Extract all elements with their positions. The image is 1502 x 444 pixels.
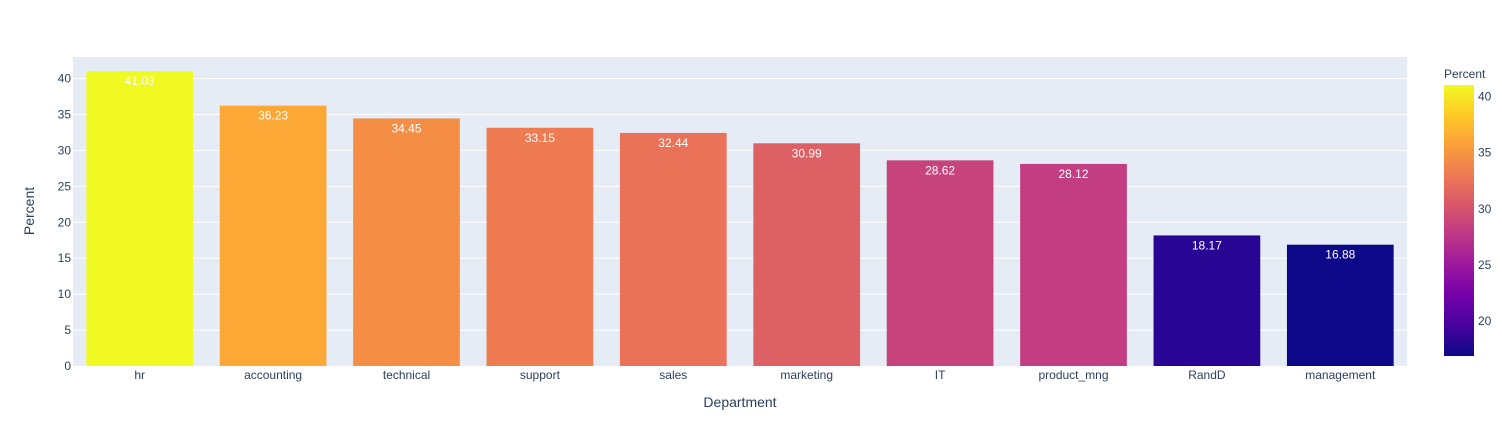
bar[interactable] (886, 160, 994, 366)
bars (86, 71, 1394, 367)
bar-value-label: 34.45 (391, 121, 421, 135)
colorbar-tick-label: 40 (1478, 90, 1492, 104)
y-axis: 0 5 10 15 20 25 30 35 40 (58, 72, 72, 373)
y-tick-label: 0 (64, 359, 71, 373)
colorbar-title: Percent (1444, 67, 1486, 81)
bar-value-label: 16.88 (1325, 248, 1355, 262)
bar-value-label: 32.44 (658, 136, 688, 150)
x-tick-label: management (1305, 368, 1376, 382)
bar[interactable] (753, 143, 861, 366)
y-tick-label: 35 (58, 107, 72, 121)
colorbar: Percent 20 25 30 35 40 (1444, 67, 1492, 356)
bar-value-label: 28.62 (925, 163, 955, 177)
x-axis-title: Department (703, 394, 776, 410)
bar[interactable] (619, 132, 727, 366)
bar-value-label: 36.23 (258, 109, 288, 123)
bar[interactable] (1153, 235, 1261, 366)
y-tick-label: 10 (58, 287, 72, 301)
colorbar-tick-label: 30 (1478, 202, 1492, 216)
x-tick-label: hr (134, 368, 145, 382)
colorbar-gradient (1444, 85, 1474, 356)
y-tick-label: 5 (64, 323, 71, 337)
bar[interactable] (219, 105, 327, 366)
bar-value-labels: 41.03 36.23 34.45 33.15 32.44 30.99 28.62 28.12… (125, 74, 1356, 262)
x-axis: hr accounting technical support sales marketi… (134, 368, 1376, 382)
bar[interactable] (1286, 244, 1394, 366)
x-tick-label: accounting (244, 368, 302, 382)
y-tick-label: 15 (58, 251, 72, 265)
y-tick-label: 20 (58, 215, 72, 229)
bar-value-label: 33.15 (525, 131, 555, 145)
y-tick-label: 40 (58, 72, 72, 86)
x-tick-label: marketing (780, 368, 833, 382)
bar[interactable] (86, 71, 194, 367)
colorbar-tick-label: 20 (1478, 314, 1492, 328)
bar[interactable] (353, 118, 460, 366)
colorbar-tick-label: 35 (1478, 146, 1492, 160)
bar[interactable] (486, 127, 594, 366)
x-tick-label: product_mng (1038, 368, 1108, 382)
bar-value-label: 41.03 (125, 74, 155, 88)
x-tick-label: IT (935, 368, 946, 382)
bar-value-label: 30.99 (792, 146, 822, 160)
x-tick-label: support (520, 368, 561, 382)
x-tick-label: technical (383, 368, 430, 382)
x-tick-label: RandD (1188, 368, 1226, 382)
x-tick-label: sales (659, 368, 687, 382)
y-axis-title: Percent (21, 187, 37, 235)
y-tick-label: 25 (58, 179, 72, 193)
y-tick-label: 30 (58, 143, 72, 157)
bar-value-label: 18.17 (1192, 238, 1222, 252)
bar-value-label: 28.12 (1058, 167, 1088, 181)
colorbar-tick-label: 25 (1478, 258, 1492, 272)
bar[interactable] (1020, 163, 1127, 366)
